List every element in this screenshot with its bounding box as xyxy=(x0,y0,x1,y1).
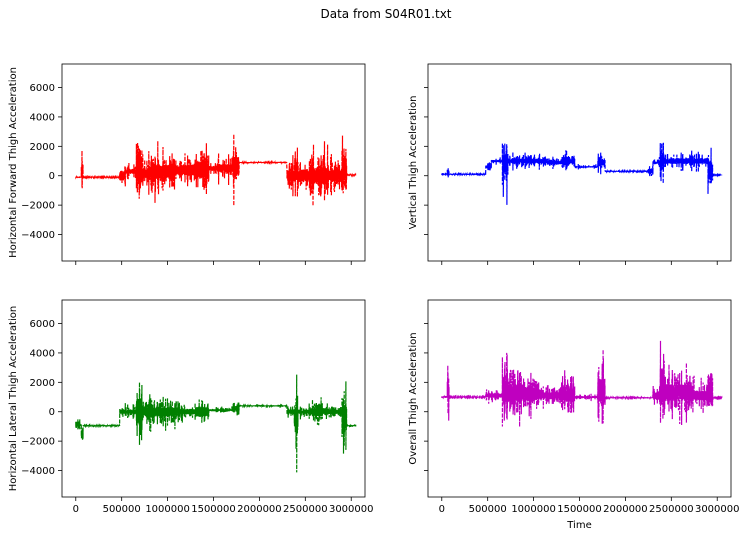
x-tick-label: 2000000 xyxy=(603,504,648,515)
y-tick-label: 6000 xyxy=(30,319,55,330)
x-tick-label: 1000000 xyxy=(145,504,190,515)
series-line xyxy=(75,374,357,473)
x-tick-label: 3000000 xyxy=(695,504,740,515)
series-line xyxy=(441,142,723,205)
x-tick-label: 3000000 xyxy=(329,504,374,515)
x-tick-label: 0 xyxy=(73,504,79,515)
x-tick-label: 2000000 xyxy=(237,504,282,515)
y-tick-label: −2000 xyxy=(21,437,55,448)
x-tick-label: 1000000 xyxy=(511,504,556,515)
y-axis-label: Overall Thigh Acceleration xyxy=(408,332,419,464)
y-tick-label: 2000 xyxy=(30,378,55,389)
y-tick-label: −4000 xyxy=(21,230,55,241)
x-tick-label: 1500000 xyxy=(191,504,236,515)
y-tick-label: 4000 xyxy=(30,348,55,359)
y-tick-label: 2000 xyxy=(30,142,55,153)
y-tick-label: −4000 xyxy=(21,466,55,477)
y-axis-label: Horizontal Forward Thigh Acceleration xyxy=(8,67,19,258)
subplot-grid: −4000 −2000 0 2000 4000 6000 Horizontal Forwar… xyxy=(8,63,740,531)
y-tick-label: −2000 xyxy=(21,201,55,212)
x-tick-label: 1500000 xyxy=(557,504,602,515)
x-tick-label: 500000 xyxy=(469,504,507,515)
y-axis-label: Horizontal Lateral Thigh Acceleration xyxy=(8,306,19,491)
subplot-bottom-right: 0 500000 1000000 1500000 2000000 2500000 30000… xyxy=(408,299,740,531)
figure-title: Data from S04R01.txt xyxy=(320,7,451,21)
series-line xyxy=(441,340,723,427)
y-tick-label: 0 xyxy=(49,171,55,182)
y-axis-label: Vertical Thigh Acceleration xyxy=(408,96,419,230)
y-tick-label: 6000 xyxy=(30,83,55,94)
series-line xyxy=(75,134,357,207)
x-tick-label: 500000 xyxy=(103,504,141,515)
x-tick-label: 0 xyxy=(439,504,445,515)
y-tick-label: 0 xyxy=(49,407,55,418)
x-tick-label: 2500000 xyxy=(283,504,328,515)
axes-frame xyxy=(61,299,366,498)
y-tick-label: 4000 xyxy=(30,112,55,123)
subplot-top-right: Vertical Thigh Acceleration xyxy=(408,63,732,265)
x-tick-label: 2500000 xyxy=(649,504,694,515)
x-axis-label: Time xyxy=(566,520,591,531)
subplot-top-left: −4000 −2000 0 2000 4000 6000 Horizontal Forwar… xyxy=(8,63,366,265)
subplot-bottom-left: −4000 −2000 0 2000 4000 6000 0 500000 1000000 150… xyxy=(8,299,374,515)
